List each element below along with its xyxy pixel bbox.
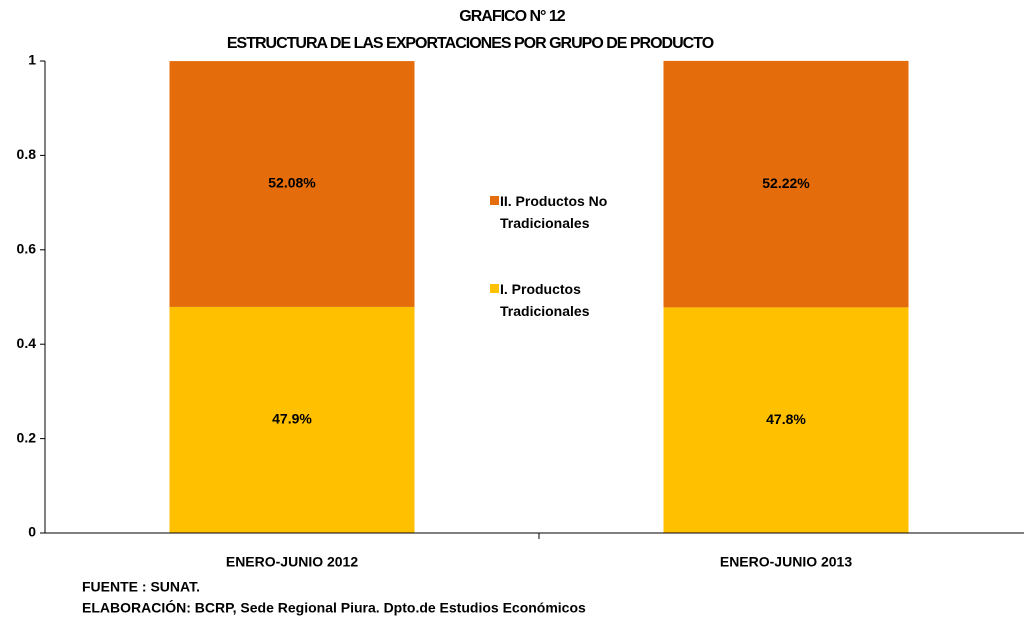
legend-label: II. Productos No Tradicionales (500, 193, 608, 231)
bar-segment (663, 307, 909, 533)
y-tick-label: 0.6 (17, 241, 37, 257)
legend-item: I. Productos Tradicionales (490, 278, 660, 322)
legend-swatch (490, 284, 499, 293)
bar-segment (169, 306, 415, 533)
y-tick-label: 0 (28, 524, 36, 540)
chart-title: GRAFICO N° 12 (459, 8, 566, 25)
y-tick-label: 0.2 (17, 429, 37, 445)
y-tick-label: 0.4 (17, 335, 37, 351)
legend-item: II. Productos No Tradicionales (490, 190, 660, 234)
data-label: 47.9% (272, 411, 312, 427)
legend-label: I. Productos Tradicionales (500, 281, 590, 319)
bar-segment (663, 60, 909, 308)
bar-segment (169, 61, 415, 307)
y-tick-label: 0.8 (17, 146, 37, 162)
source-note: FUENTE : SUNAT. (82, 579, 200, 595)
x-tick-label: ENERO-JUNIO 2013 (720, 554, 852, 570)
y-tick-label: 1 (28, 52, 36, 68)
credit-note: ELABORACIÓN: BCRP, Sede Regional Piura. … (82, 599, 586, 616)
data-label: 52.22% (762, 175, 810, 191)
data-label: 47.8% (766, 411, 806, 427)
legend-swatch (490, 196, 499, 205)
data-label: 52.08% (268, 175, 316, 191)
chart-subtitle: ESTRUCTURA DE LAS EXPORTACIONES POR GRUP… (227, 35, 714, 52)
x-tick-label: ENERO-JUNIO 2012 (226, 554, 358, 570)
